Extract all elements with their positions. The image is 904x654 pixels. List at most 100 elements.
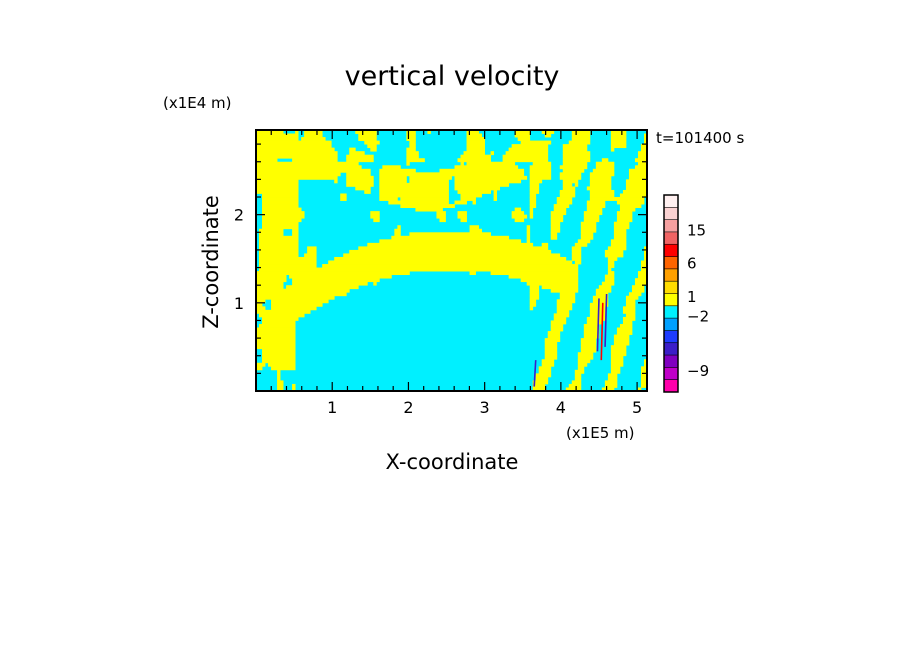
positive-velocity-region xyxy=(262,193,299,198)
positive-velocity-region xyxy=(613,225,630,230)
positive-velocity-region xyxy=(301,137,326,141)
positive-velocity-region xyxy=(634,278,647,283)
positive-velocity-region xyxy=(550,232,558,237)
positive-velocity-region xyxy=(256,161,359,166)
positive-velocity-region xyxy=(610,144,627,149)
positive-velocity-region xyxy=(634,165,647,170)
positive-velocity-region xyxy=(550,221,561,226)
positive-velocity-region xyxy=(256,271,410,276)
positive-velocity-region xyxy=(628,292,642,297)
positive-velocity-region xyxy=(463,151,485,156)
positive-velocity-region xyxy=(607,373,618,378)
positive-velocity-region xyxy=(526,281,579,286)
positive-velocity-region xyxy=(580,235,594,240)
positive-velocity-region xyxy=(601,387,615,391)
colorbar-frame xyxy=(663,194,679,393)
positive-velocity-region xyxy=(625,302,636,307)
positive-velocity-region xyxy=(643,253,647,258)
positive-velocity-region xyxy=(589,182,612,187)
positive-velocity-region xyxy=(454,165,519,170)
positive-velocity-region xyxy=(514,218,525,223)
positive-velocity-region xyxy=(550,288,579,293)
positive-velocity-region xyxy=(571,137,591,141)
positive-velocity-region xyxy=(565,387,582,391)
positive-velocity-region xyxy=(511,211,525,216)
colorbar-level xyxy=(664,207,678,220)
positive-velocity-region xyxy=(469,271,476,276)
positive-velocity-region xyxy=(640,366,647,371)
positive-velocity-region xyxy=(454,200,467,205)
positive-velocity-region xyxy=(616,218,633,223)
positive-velocity-region xyxy=(379,197,398,201)
positive-velocity-region xyxy=(544,341,558,346)
x-tick-label: 5 xyxy=(632,398,642,417)
positive-velocity-region xyxy=(466,147,485,152)
positive-velocity-region xyxy=(562,151,591,156)
positive-velocity-region xyxy=(262,359,296,364)
positive-velocity-region xyxy=(562,158,591,163)
positive-velocity-region xyxy=(454,186,501,191)
positive-velocity-region xyxy=(574,182,579,187)
positive-velocity-region xyxy=(556,302,573,307)
positive-velocity-region xyxy=(601,281,615,286)
positive-velocity-region xyxy=(295,130,299,134)
positive-velocity-region xyxy=(547,334,561,339)
positive-velocity-region xyxy=(643,137,647,141)
positive-velocity-region xyxy=(490,151,495,156)
positive-velocity-region xyxy=(493,197,498,201)
positive-velocity-region xyxy=(541,359,555,364)
positive-velocity-region xyxy=(562,147,588,152)
positive-velocity-region xyxy=(637,271,647,276)
positive-velocity-region xyxy=(610,239,627,244)
positive-velocity-region xyxy=(592,295,609,300)
positive-velocity-region xyxy=(256,274,287,279)
positive-velocity-region xyxy=(544,352,558,357)
time-label: t=101400 s xyxy=(656,129,744,147)
positive-velocity-region xyxy=(460,197,476,201)
positive-velocity-region xyxy=(607,246,627,251)
positive-velocity-region xyxy=(559,193,576,198)
positive-velocity-region xyxy=(271,366,296,371)
positive-velocity-region xyxy=(256,345,296,350)
positive-velocity-region xyxy=(454,182,510,187)
positive-velocity-region xyxy=(529,292,540,297)
positive-velocity-region xyxy=(586,204,606,208)
positive-velocity-region xyxy=(373,281,377,286)
positive-velocity-region xyxy=(625,182,647,187)
positive-velocity-region xyxy=(529,189,540,194)
positive-velocity-region xyxy=(556,200,573,205)
positive-velocity-region xyxy=(604,278,615,283)
positive-velocity-region xyxy=(256,338,296,343)
positive-velocity-region xyxy=(643,246,647,251)
positive-velocity-region xyxy=(619,323,633,328)
positive-velocity-region xyxy=(595,161,615,166)
positive-velocity-region xyxy=(256,362,266,367)
contour-plot-area: 1 2 3 4 5 1 2 xyxy=(234,129,648,417)
positive-velocity-region xyxy=(613,341,630,346)
positive-velocity-region xyxy=(613,235,627,240)
colorbar-level xyxy=(664,342,678,356)
positive-velocity-region xyxy=(541,362,555,367)
positive-velocity-region xyxy=(589,179,612,184)
positive-velocity-region xyxy=(580,221,597,226)
positive-velocity-region xyxy=(625,299,636,304)
positive-velocity-region xyxy=(292,278,380,283)
velocity-field xyxy=(256,130,647,391)
positive-velocity-region xyxy=(436,211,446,216)
positive-velocity-region xyxy=(592,299,609,304)
positive-velocity-region xyxy=(640,147,647,152)
positive-velocity-region xyxy=(364,189,371,194)
positive-velocity-region xyxy=(529,182,540,187)
positive-velocity-region xyxy=(529,302,537,307)
positive-velocity-region xyxy=(334,256,567,261)
positive-velocity-region xyxy=(262,221,299,226)
positive-velocity-region xyxy=(544,338,561,343)
positive-velocity-region xyxy=(607,271,615,276)
positive-velocity-region xyxy=(505,151,549,156)
positive-velocity-region xyxy=(277,373,281,378)
x-scale-label: (x1E5 m) xyxy=(566,424,635,442)
positive-velocity-region xyxy=(358,246,549,251)
positive-velocity-region xyxy=(577,352,594,357)
positive-velocity-region xyxy=(277,380,284,385)
